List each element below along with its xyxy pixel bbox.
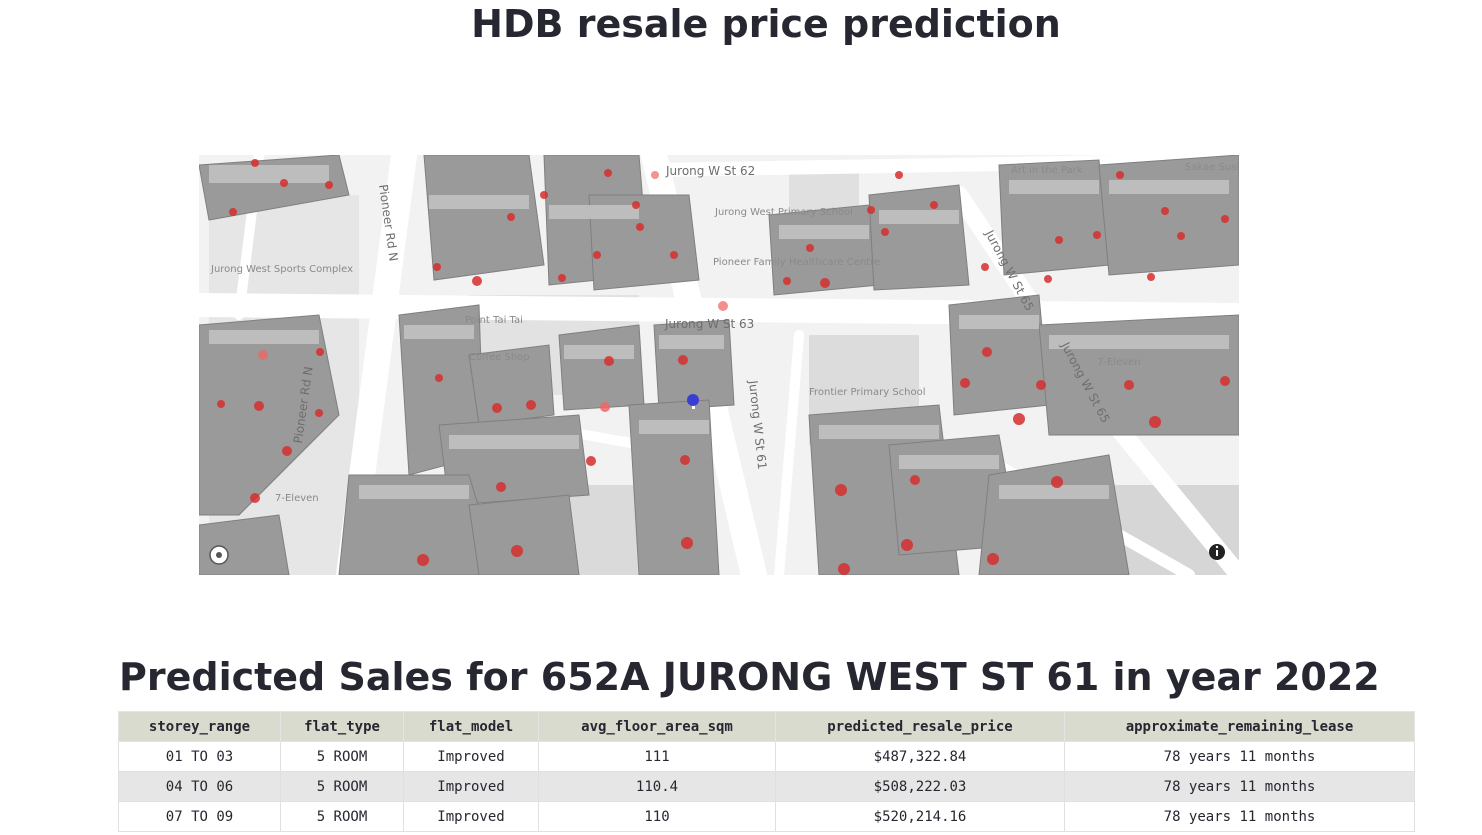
cell-remaining-lease: 78 years 11 months bbox=[1064, 771, 1415, 802]
table-row: 07 TO 09 5 ROOM Improved 110 $520,214.16… bbox=[118, 801, 1415, 832]
section-heading: Predicted Sales for 652A JURONG WEST ST … bbox=[119, 655, 1380, 699]
sale-points[interactable] bbox=[217, 159, 1230, 575]
poi-point-tai-tai: Point Tai Tai bbox=[465, 315, 523, 326]
svg-text:Pioneer Family Healthcare Cent: Pioneer Family Healthcare Centre bbox=[713, 257, 880, 268]
page-title: HDB resale price prediction bbox=[471, 2, 1061, 46]
cell-remaining-lease: 78 years 11 months bbox=[1064, 801, 1415, 832]
cell-avg-floor-area: 110.4 bbox=[538, 771, 776, 802]
column-header[interactable]: avg_floor_area_sqm bbox=[538, 711, 776, 742]
column-header[interactable]: flat_type bbox=[280, 711, 404, 742]
svg-text:Jurong West Sports Complex: Jurong West Sports Complex bbox=[210, 264, 353, 275]
cell-avg-floor-area: 110 bbox=[538, 801, 776, 832]
poi-art-in-the-park: Art in the Park bbox=[1011, 165, 1083, 176]
poi-jurong-west-sports: Jurong West Sports Complex bbox=[210, 264, 353, 275]
poi-jurong-west-primary: Jurong West Primary School bbox=[714, 207, 853, 218]
cell-flat-type: 5 ROOM bbox=[280, 771, 404, 802]
cell-flat-model: Improved bbox=[403, 771, 539, 802]
cell-remaining-lease: 78 years 11 months bbox=[1064, 741, 1415, 772]
table-row: 04 TO 06 5 ROOM Improved 110.4 $508,222.… bbox=[118, 771, 1415, 802]
map-view[interactable]: Jurong W St 62 Pioneer Rd N Pioneer Rd N… bbox=[199, 155, 1239, 575]
selected-location-marker[interactable] bbox=[687, 394, 699, 409]
cell-storey-range: 01 TO 03 bbox=[118, 741, 281, 772]
cell-avg-floor-area: 111 bbox=[538, 741, 776, 772]
compass-icon[interactable] bbox=[209, 545, 229, 565]
cell-storey-range: 07 TO 09 bbox=[118, 801, 281, 832]
cell-predicted-price: $520,214.16 bbox=[775, 801, 1065, 832]
poi-frontier-primary: Frontier Primary School bbox=[809, 387, 926, 398]
cell-flat-type: 5 ROOM bbox=[280, 741, 404, 772]
info-icon[interactable] bbox=[1209, 544, 1225, 560]
cell-storey-range: 04 TO 06 bbox=[118, 771, 281, 802]
column-header[interactable]: predicted_resale_price bbox=[775, 711, 1065, 742]
cell-predicted-price: $508,222.03 bbox=[775, 771, 1065, 802]
table-row: 01 TO 03 5 ROOM Improved 111 $487,322.84… bbox=[118, 741, 1415, 772]
map-canvas[interactable]: Jurong W St 62 Pioneer Rd N Pioneer Rd N… bbox=[199, 155, 1239, 575]
poi-seven-eleven-a: 7-Eleven bbox=[1097, 357, 1141, 368]
road-label-jurong-w-st62: Jurong W St 62 bbox=[665, 164, 755, 178]
hdb-buildings bbox=[199, 155, 1239, 575]
cell-flat-model: Improved bbox=[403, 801, 539, 832]
predicted-sales-table: storey_range flat_type flat_model avg_fl… bbox=[118, 711, 1415, 832]
column-header[interactable]: storey_range bbox=[118, 711, 281, 742]
table-header-row: storey_range flat_type flat_model avg_fl… bbox=[118, 711, 1415, 742]
column-header[interactable]: approximate_remaining_lease bbox=[1064, 711, 1415, 742]
road-label-jurong-w-st63: Jurong W St 63 bbox=[664, 317, 754, 331]
column-header[interactable]: flat_model bbox=[403, 711, 539, 742]
poi-pioneer-family: Pioneer Family Healthcare Centre bbox=[713, 257, 880, 268]
poi-sakae-sushi: Sakae Sushi bbox=[1185, 162, 1239, 173]
svg-text:Frontier Primary School: Frontier Primary School bbox=[809, 387, 926, 398]
cell-flat-model: Improved bbox=[403, 741, 539, 772]
svg-text:Jurong West Primary School: Jurong West Primary School bbox=[714, 207, 853, 218]
poi-coffee-shop: Coffee Shop bbox=[469, 352, 530, 363]
cell-flat-type: 5 ROOM bbox=[280, 801, 404, 832]
poi-seven-eleven-b: 7-Eleven bbox=[275, 493, 319, 504]
cell-predicted-price: $487,322.84 bbox=[775, 741, 1065, 772]
